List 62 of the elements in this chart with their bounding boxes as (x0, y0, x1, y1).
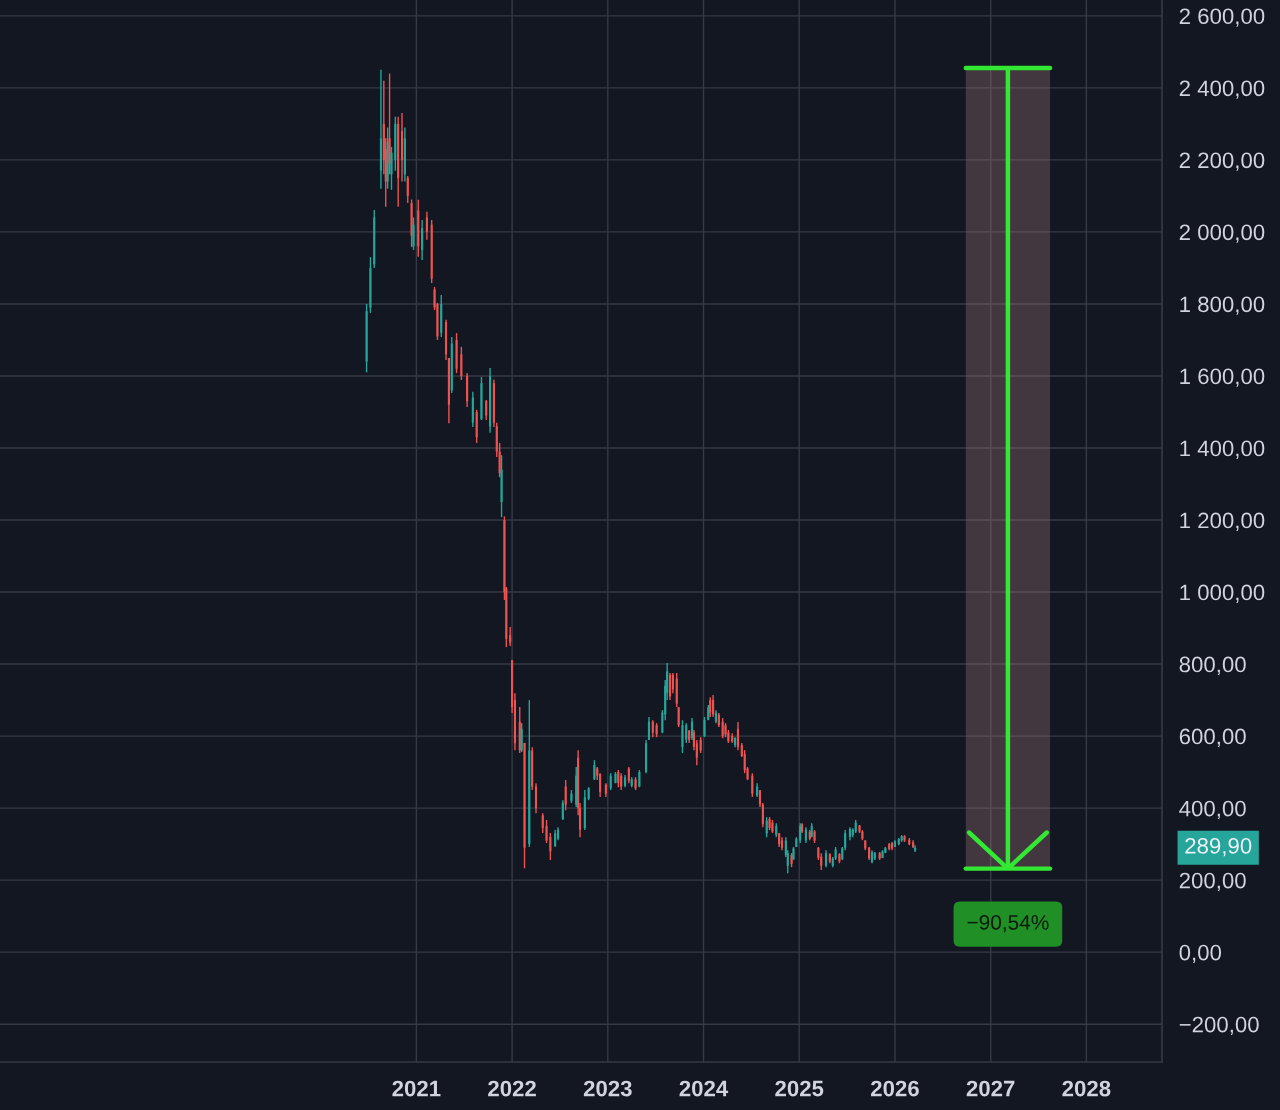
candlestick (564, 779, 567, 811)
candlestick (485, 399, 488, 421)
y-tick-label: 800,00 (1179, 656, 1246, 675)
candlestick (406, 175, 409, 204)
candlestick (838, 852, 841, 864)
x-tick-label: 2028 (1062, 1080, 1111, 1097)
candlestick (709, 696, 712, 718)
x-tick-label: 2027 (966, 1080, 1015, 1097)
y-tick-label: 2 400,00 (1179, 80, 1265, 99)
candlestick (587, 786, 590, 801)
y-tick-label: 1 800,00 (1180, 296, 1265, 315)
candlestick (570, 789, 573, 804)
candlestick (460, 346, 463, 381)
candlestick (681, 719, 684, 754)
candlestick (712, 694, 715, 718)
candlestick (480, 376, 483, 421)
y-tick-label: 1 600,00 (1180, 368, 1265, 387)
candlestick (903, 834, 906, 843)
y-tick-label: 2 600,00 (1179, 8, 1265, 27)
candlestick (369, 256, 372, 314)
candlestick (455, 332, 458, 374)
candlestick (523, 742, 526, 869)
y-tick-label: −200,00 (1179, 1016, 1259, 1036)
candlestick (721, 717, 724, 739)
candlestick (638, 769, 641, 788)
candlestick (475, 409, 478, 444)
y-tick-label: 600,00 (1179, 728, 1246, 747)
candlestick (703, 716, 706, 738)
candlestick (771, 819, 774, 834)
candlestick (634, 776, 637, 791)
candlestick (561, 799, 564, 821)
candlestick (768, 816, 771, 831)
candlestick (655, 722, 658, 738)
candlestick (421, 219, 424, 261)
x-tick-label: 2024 (679, 1080, 729, 1097)
x-tick-label: 2023 (583, 1080, 632, 1097)
y-tick-label: 2 000,00 (1179, 224, 1265, 243)
x-tick-label: 2021 (392, 1080, 441, 1097)
candlestick (647, 716, 651, 741)
annotation: −90,54% (967, 915, 1049, 933)
candlestick (751, 772, 754, 798)
candlestick (365, 303, 368, 374)
candlestick (425, 211, 428, 241)
candlestick (878, 851, 881, 861)
candlestick (900, 834, 903, 843)
candlestick (884, 846, 887, 854)
y-tick-label: 1 400,00 (1180, 440, 1265, 459)
candlestick (677, 706, 680, 728)
y-tick-label: 200,00 (1179, 872, 1246, 892)
text: 289,90 (1185, 837, 1252, 857)
x-tick-label: 2026 (871, 1080, 919, 1097)
y-tick-label: 400,00 (1179, 800, 1246, 820)
y-tick-label: 1 200,00 (1180, 512, 1265, 531)
candlestick (617, 769, 620, 788)
y-tick-label: 2 200,00 (1179, 152, 1265, 171)
candlestick (614, 771, 617, 784)
y-tick-label: 0,00 (1179, 944, 1222, 964)
x-tick-label: 2022 (488, 1080, 536, 1097)
x-tick-label: 2025 (775, 1080, 824, 1097)
candlestick (813, 829, 816, 844)
candlestick (881, 849, 884, 859)
y-tick-label: 1 000,00 (1180, 584, 1265, 603)
